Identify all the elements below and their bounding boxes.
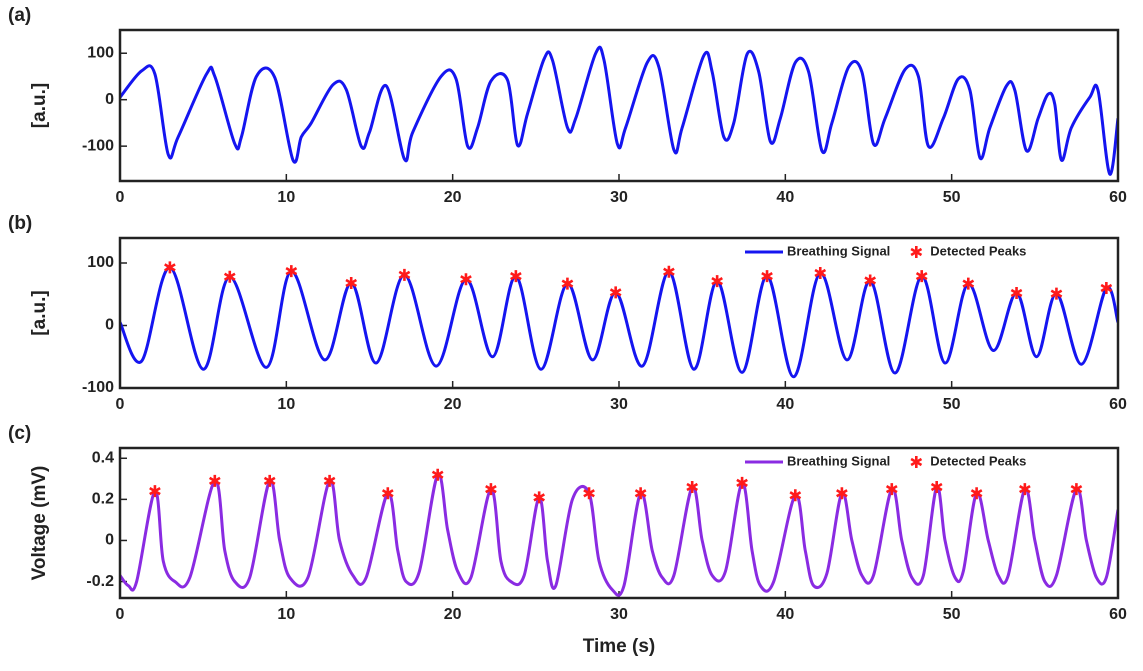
peak-marker (345, 277, 358, 289)
peak-marker (510, 270, 522, 283)
signal-line (120, 472, 1118, 597)
peak-marker (736, 476, 748, 489)
axes-box (118, 236, 1120, 390)
peak-marker (1100, 282, 1113, 294)
peak-marker (398, 268, 411, 281)
peak-marker (885, 483, 898, 496)
peak-marker (609, 286, 622, 299)
y-tick-label: 100 (87, 44, 114, 61)
x-tick-label: 50 (943, 189, 961, 206)
axes-box (118, 446, 1120, 600)
peak-marker (208, 474, 221, 487)
peak-marker (814, 267, 827, 279)
peak-marker (431, 468, 444, 481)
peak-marker (711, 275, 723, 288)
signal-line (120, 45, 1118, 176)
peak-marker (561, 277, 574, 290)
peak-marker (915, 270, 928, 283)
legend-label: Detected Peaks (930, 453, 1026, 468)
x-tick-label: 20 (444, 189, 462, 206)
y-tick-label: 0 (105, 317, 114, 334)
peak-marker (263, 474, 276, 487)
y-axis-label: Voltage (mV) (29, 466, 50, 581)
peak-marker (1050, 287, 1063, 300)
x-tick-label: 30 (610, 189, 628, 206)
peak-marker (663, 265, 675, 278)
peak-marker (1010, 287, 1023, 299)
panel: (a) [a.u.] 0 10 20 30 40 50 60 -100 0 100 (8, 5, 1127, 206)
x-tick-label: 10 (277, 189, 295, 206)
legend-label: Breathing Signal (787, 243, 890, 258)
x-tick-label: 60 (1109, 396, 1127, 413)
x-axis-label: Time (s) (583, 636, 656, 657)
peak-marker (836, 487, 848, 500)
peak-marker (583, 487, 595, 500)
y-tick-label: 0 (105, 91, 114, 108)
peak-marker (864, 274, 877, 287)
legend-label: Detected Peaks (930, 243, 1026, 258)
x-tick-label: 0 (116, 606, 125, 623)
legend-marker (910, 456, 923, 468)
y-tick-label: -100 (82, 137, 114, 154)
x-tick-label: 10 (277, 606, 295, 623)
peak-marker (149, 485, 161, 498)
panel-label: (b) (8, 213, 32, 234)
peak-marker (285, 265, 298, 278)
y-tick-label: 100 (87, 254, 114, 271)
peak-marker (164, 261, 176, 274)
axes-box (118, 28, 1120, 183)
x-tick-label: 50 (943, 396, 961, 413)
panel: (c) Voltage (mV) Time (s) 0 10 20 30 40 50 60 -0.2… (8, 423, 1127, 657)
legend: Breathing Signal Detected Peaks (745, 453, 1026, 468)
panel-label: (c) (8, 423, 31, 444)
panel: (b)[a.u.]0 10 20 30 40 50 60-1000100Breathing … (8, 213, 1127, 413)
panel-label: (a) (8, 5, 31, 26)
peak-marker (460, 273, 472, 286)
peak-marker (1070, 483, 1083, 496)
x-tick-label: 20 (444, 606, 462, 623)
x-tick-label: 60 (1109, 189, 1127, 206)
x-tick-label: 20 (444, 396, 462, 413)
x-tick-label: 50 (943, 606, 961, 623)
x-tick-label: 40 (776, 396, 794, 413)
peak-marker (970, 487, 983, 500)
peak-marker (1019, 483, 1031, 496)
y-axis-label: [a.u.] (29, 83, 50, 128)
x-tick-label: 10 (277, 396, 295, 413)
legend: Breathing Signal Detected Peaks (745, 243, 1026, 258)
y-tick-label: 0.4 (92, 449, 114, 466)
peak-marker (789, 489, 802, 502)
peak-marker (381, 487, 394, 500)
x-tick-label: 40 (776, 189, 794, 206)
x-tick-label: 60 (1109, 606, 1127, 623)
x-tick-label: 30 (610, 606, 628, 623)
x-tick-label: 30 (610, 396, 628, 413)
x-tick-label: 0 (116, 189, 125, 206)
peak-marker (223, 270, 236, 283)
y-tick-label: 0 (105, 532, 114, 549)
x-tick-label: 0 (116, 396, 125, 413)
x-tick-label: 40 (776, 606, 794, 623)
peak-marker (634, 487, 647, 500)
y-tick-label: -100 (82, 379, 114, 396)
legend-marker (910, 246, 923, 258)
y-axis-label: [a.u.] (29, 290, 50, 335)
peak-marker (686, 481, 699, 494)
peak-marker (485, 483, 497, 496)
y-tick-label: 0.2 (92, 491, 114, 508)
peak-marker (930, 481, 943, 494)
legend-label: Breathing Signal (787, 453, 890, 468)
peak-marker (533, 491, 546, 504)
peak-marker (761, 270, 773, 283)
peak-marker (323, 474, 336, 487)
peak-marker (962, 277, 975, 290)
y-tick-label: -0.2 (86, 573, 114, 590)
